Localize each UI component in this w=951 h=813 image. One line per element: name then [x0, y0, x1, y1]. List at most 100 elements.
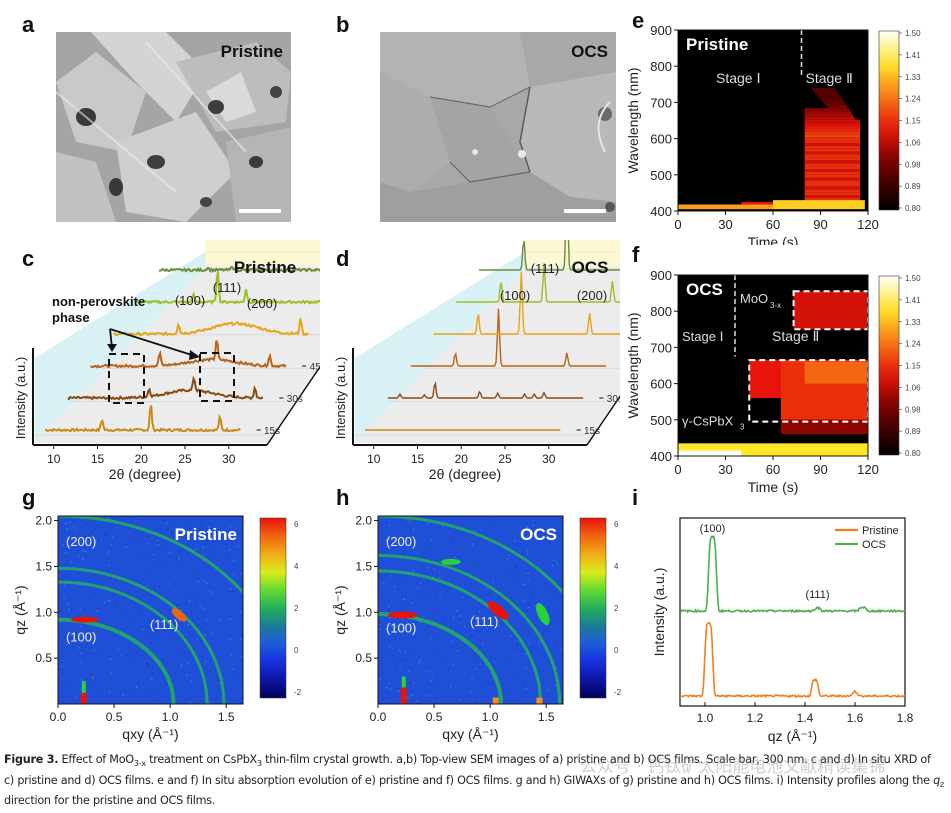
- sem-texture-pristine: [56, 32, 291, 222]
- noise-speckle: [116, 526, 118, 529]
- noise-speckle: [206, 540, 209, 543]
- noise-speckle: [86, 641, 88, 644]
- heat-cell: [814, 90, 838, 94]
- noise-speckle: [178, 532, 180, 535]
- noise-speckle: [154, 625, 157, 627]
- noise-speckle: [448, 668, 450, 670]
- noise-speckle: [412, 682, 415, 684]
- noise-speckle: [503, 583, 505, 586]
- noise-speckle: [115, 528, 117, 530]
- noise-speckle: [127, 565, 129, 567]
- noise-speckle: [528, 633, 531, 636]
- noise-speckle: [90, 679, 92, 682]
- chart-h: 0.0 0.5 1.0 1.5 0.5 1.0 1.5 2.0 qxy (Å⁻¹) qz (Å⁻¹…: [332, 514, 622, 742]
- colorbar-tick-label: 1.41: [905, 296, 921, 305]
- hot-spot-111: [171, 608, 187, 622]
- noise-speckle: [390, 688, 392, 691]
- rings-group: [378, 516, 563, 704]
- noise-speckle: [58, 610, 61, 613]
- noise-speckle: [151, 672, 154, 674]
- noise-speckle: [195, 548, 198, 550]
- noise-speckle: [149, 624, 152, 627]
- heat-cell: [678, 450, 742, 456]
- noise-speckle: [156, 691, 158, 694]
- noise-speckle: [388, 697, 391, 699]
- chart-g: 0.0 0.5 1.0 1.5 0.5 1.0 1.5 2.0 qxy (Å⁻¹) qz (Å⁻¹…: [12, 514, 302, 742]
- noise-speckle: [386, 539, 389, 541]
- noise-speckle: [554, 685, 557, 687]
- noise-speckle: [122, 576, 125, 578]
- noise-speckle: [402, 553, 404, 556]
- noise-speckle: [503, 574, 505, 577]
- noise-speckle: [181, 530, 184, 532]
- noise-speckle: [78, 572, 81, 574]
- y-tick-label: 2.0: [35, 514, 52, 528]
- noise-speckle: [479, 646, 481, 648]
- noise-speckle: [109, 691, 111, 694]
- noise-speckle: [492, 524, 494, 527]
- noise-speckle: [98, 538, 101, 540]
- y-tick-label: 0.5: [355, 651, 372, 665]
- heat-cell: [804, 151, 861, 155]
- noise-speckle: [68, 608, 70, 610]
- noise-speckle: [147, 535, 150, 538]
- caption-sub: 3-x: [133, 759, 146, 769]
- chart-e: 0 30 60 90 120 400 500 600 700 800 900 Time (s) Wave…: [625, 23, 921, 245]
- noise-speckle: [454, 556, 456, 559]
- noise-speckle: [157, 631, 159, 633]
- noise-speckle: [58, 594, 60, 597]
- heat-cell: [804, 192, 861, 196]
- floor: [355, 268, 620, 443]
- y-tick-label: 700: [650, 340, 672, 355]
- noise-speckle: [241, 521, 243, 524]
- heat-cell: [804, 154, 861, 158]
- x-tick-label: 90: [813, 217, 827, 232]
- x-tick-label: 10: [367, 452, 381, 466]
- noise-speckle: [202, 554, 205, 556]
- noise-speckle: [472, 637, 474, 640]
- legend-label: Pristine: [862, 525, 899, 537]
- noise-speckle: [100, 539, 102, 541]
- noise-speckle: [382, 583, 384, 585]
- noise-speckle: [489, 683, 492, 685]
- noise-speckle: [430, 539, 433, 541]
- noise-speckle: [151, 695, 153, 698]
- noise-speckle: [80, 679, 83, 681]
- noise-speckle: [473, 614, 476, 617]
- noise-speckle: [557, 532, 559, 535]
- noise-speckle: [107, 551, 110, 553]
- noise-speckle: [515, 544, 518, 547]
- x-tick-label: 60: [766, 217, 780, 232]
- noise-speckle: [526, 526, 528, 529]
- noise-speckle: [489, 593, 491, 595]
- colorbar: [878, 275, 900, 456]
- noise-speckle: [432, 590, 435, 592]
- noise-speckle: [74, 530, 77, 532]
- colorbar-tick-label: 2: [294, 604, 299, 613]
- colorbar-tick-label: -2: [294, 688, 302, 697]
- noise-speckle: [427, 566, 429, 569]
- noise-speckle: [80, 661, 83, 663]
- noise-speckle: [390, 575, 392, 577]
- noise-speckle: [537, 532, 540, 535]
- noise-speckle: [405, 525, 408, 528]
- noise-speckle: [514, 652, 516, 655]
- xrd-trace-75s: [456, 262, 620, 303]
- noise-speckle: [199, 627, 202, 630]
- annotation-label: non-perovskite: [52, 294, 145, 309]
- sample-label: OCS: [520, 525, 557, 544]
- noise-speckle: [205, 618, 208, 621]
- noise-speckle: [458, 625, 461, 627]
- noise-speckle: [87, 629, 89, 632]
- noise-speckle: [79, 625, 82, 628]
- noise-speckle: [435, 683, 437, 686]
- panel-letter-f: f: [632, 242, 640, 267]
- noise-speckle: [99, 687, 101, 689]
- heat-cell: [741, 201, 773, 205]
- noise-speckle: [449, 685, 452, 687]
- noise-speckle: [389, 616, 391, 619]
- hot-spot-specular: [80, 692, 87, 704]
- noise-speckle: [408, 670, 410, 673]
- noise-speckle: [155, 566, 158, 568]
- noise-speckle: [431, 676, 433, 679]
